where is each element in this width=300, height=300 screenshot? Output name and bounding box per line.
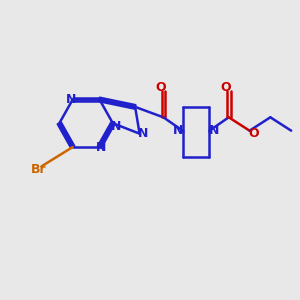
Text: N: N (66, 93, 76, 106)
Text: O: O (155, 81, 166, 94)
Text: N: N (138, 127, 148, 140)
Text: N: N (96, 140, 106, 154)
Text: Br: Br (31, 163, 46, 176)
Text: O: O (220, 81, 231, 94)
Text: N: N (173, 124, 183, 137)
Text: N: N (209, 124, 219, 137)
Text: N: N (111, 120, 121, 133)
Text: O: O (249, 127, 259, 140)
